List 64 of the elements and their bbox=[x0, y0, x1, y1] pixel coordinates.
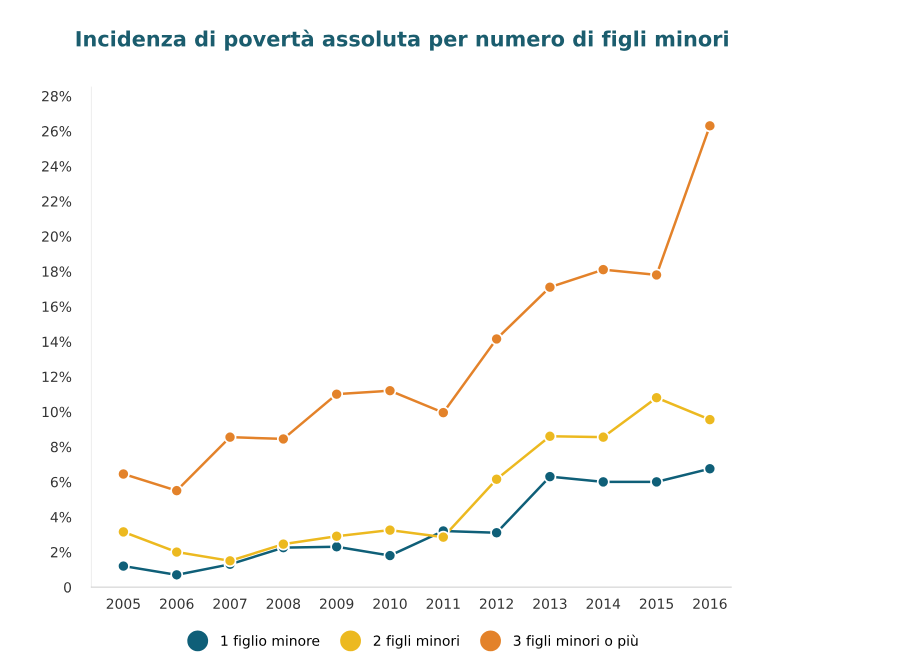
x-tick-label: 2010 bbox=[373, 598, 407, 609]
point bbox=[384, 524, 396, 537]
point bbox=[384, 384, 396, 398]
point bbox=[117, 525, 130, 538]
x-tick-label: 2014 bbox=[586, 598, 620, 609]
y-tick-label: 24% bbox=[42, 161, 72, 172]
x-tick-label: 2013 bbox=[533, 598, 566, 609]
y-tick-label: 2% bbox=[50, 547, 72, 558]
point bbox=[224, 430, 236, 444]
point bbox=[703, 413, 716, 426]
y-tick-label: 10% bbox=[42, 406, 72, 418]
legend-label: 1 figlio minore bbox=[221, 635, 320, 649]
point bbox=[650, 475, 663, 488]
point bbox=[170, 546, 184, 558]
chart-title: Incidenza di povertà assoluta per numero di figli minori bbox=[76, 30, 728, 51]
x-tick-label: 2006 bbox=[160, 598, 194, 609]
y-tick-label: 22% bbox=[42, 196, 72, 207]
y-tick-label: 8% bbox=[50, 442, 72, 452]
point bbox=[170, 568, 184, 582]
point bbox=[436, 406, 450, 419]
y-tick-label: 18% bbox=[42, 266, 72, 277]
y-tick-label: 12% bbox=[42, 372, 72, 382]
point bbox=[544, 470, 556, 484]
point bbox=[490, 472, 503, 486]
point bbox=[703, 462, 716, 476]
x-tick-label: 2015 bbox=[640, 598, 674, 609]
y-tick-label: 4% bbox=[50, 512, 72, 522]
y-tick-label: 0 bbox=[64, 582, 72, 593]
point bbox=[544, 430, 556, 443]
y-tick-label: 14% bbox=[42, 336, 72, 348]
x-tick-label: 2011 bbox=[426, 598, 460, 609]
point bbox=[330, 388, 344, 401]
point bbox=[650, 391, 663, 404]
point bbox=[544, 280, 556, 294]
y-tick-label: 20% bbox=[42, 231, 72, 242]
x-tick-label: 2012 bbox=[480, 598, 513, 609]
point bbox=[596, 475, 610, 488]
point bbox=[117, 560, 130, 572]
point bbox=[276, 538, 290, 551]
point bbox=[596, 430, 610, 444]
point bbox=[117, 468, 130, 480]
legend-label: 2 figli minori bbox=[374, 635, 459, 649]
point bbox=[330, 540, 344, 554]
point bbox=[490, 526, 503, 540]
legend-label: 3 figli minori o più bbox=[514, 634, 638, 649]
point bbox=[170, 484, 184, 498]
y-tick-label: 16% bbox=[42, 301, 72, 312]
x-tick-label: 2016 bbox=[693, 598, 727, 609]
point bbox=[384, 549, 396, 562]
point bbox=[490, 332, 503, 346]
point bbox=[276, 432, 290, 446]
y-tick-label: 26% bbox=[42, 126, 72, 137]
x-tick-label: 2007 bbox=[213, 598, 247, 609]
point bbox=[436, 530, 450, 544]
x-tick-label: 2008 bbox=[266, 598, 300, 609]
y-tick-label: 28% bbox=[42, 90, 72, 102]
x-tick-label: 2009 bbox=[320, 598, 354, 609]
point bbox=[330, 530, 344, 543]
x-tick-label: 2005 bbox=[106, 598, 140, 609]
y-tick-label: 6% bbox=[50, 476, 72, 488]
point bbox=[703, 119, 716, 132]
point bbox=[224, 554, 236, 568]
point bbox=[650, 268, 663, 282]
point bbox=[596, 263, 610, 276]
